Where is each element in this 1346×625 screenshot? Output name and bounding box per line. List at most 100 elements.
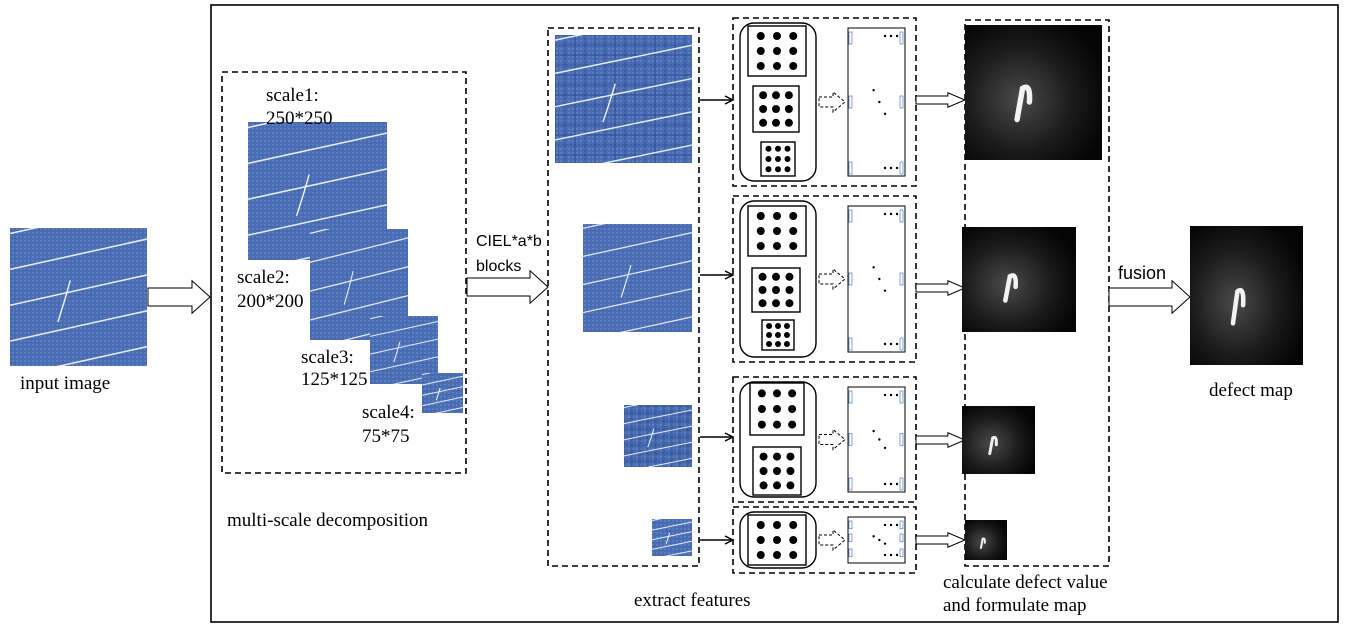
dot — [772, 91, 780, 99]
matrix-dot — [872, 89, 874, 91]
solar-image — [624, 405, 692, 467]
decomposition-label: multi-scale decomposition — [227, 510, 429, 531]
dot — [759, 299, 767, 307]
matrix-dot — [884, 35, 886, 37]
matrix-dot — [890, 483, 892, 485]
defect-map — [962, 227, 1076, 332]
dot — [766, 332, 772, 338]
matrix-dot — [884, 447, 886, 449]
scale-name: scale4: — [362, 402, 415, 423]
dot — [757, 521, 765, 529]
dot — [759, 105, 767, 113]
matrix-dot — [896, 394, 898, 396]
dot — [788, 421, 796, 429]
dot — [757, 551, 765, 559]
matrix-dot — [872, 266, 874, 268]
dot — [775, 341, 781, 347]
dot — [785, 166, 791, 172]
busbar — [555, 178, 692, 206]
dot — [785, 286, 793, 294]
dot — [772, 299, 780, 307]
matrix-dot — [896, 554, 898, 556]
dot — [773, 405, 781, 413]
dot — [789, 551, 797, 559]
dot — [775, 156, 781, 162]
dot — [775, 146, 781, 152]
color-space-label: blocks — [476, 258, 521, 275]
dot — [773, 467, 781, 475]
dot — [757, 536, 765, 544]
dot — [757, 47, 765, 55]
dot — [789, 62, 797, 70]
hollow-arrow — [916, 433, 965, 447]
matrix-dot — [878, 101, 880, 103]
dot — [785, 91, 793, 99]
matrix-dot — [884, 113, 886, 115]
dot — [784, 323, 790, 329]
dot — [785, 146, 791, 152]
matrix-dot — [884, 343, 886, 345]
dot — [773, 47, 781, 55]
dot — [773, 453, 781, 461]
defect-map — [965, 25, 1102, 160]
dot — [784, 332, 790, 338]
dot — [785, 299, 793, 307]
dot — [785, 156, 791, 162]
image-group — [422, 366, 463, 427]
scale-size: 125*125 — [301, 369, 368, 390]
dot — [789, 47, 797, 55]
image-group — [962, 406, 1035, 474]
matrix-dot — [884, 554, 886, 556]
image-group — [583, 205, 692, 369]
solar-image — [422, 373, 463, 413]
dot — [784, 341, 790, 347]
matrix-dot — [878, 539, 880, 541]
image-group — [1190, 226, 1303, 365]
feature-matrix — [848, 387, 905, 492]
scale-name: scale1: — [266, 85, 319, 106]
dot — [759, 91, 767, 99]
matrix-dot — [872, 535, 874, 537]
dot — [773, 551, 781, 559]
matrix-dot — [890, 35, 892, 37]
scale-name: scale3: — [301, 347, 354, 368]
solar-image — [583, 224, 692, 332]
matrix-dot — [884, 289, 886, 291]
dot — [757, 242, 765, 250]
matrix-dot — [890, 554, 892, 556]
matrix-dot — [884, 394, 886, 396]
dot — [772, 119, 780, 127]
scale-size: 250*250 — [266, 108, 333, 129]
hollow-arrow — [916, 93, 965, 107]
dot — [786, 481, 794, 489]
busbar — [652, 560, 692, 568]
matrix-dot — [890, 343, 892, 345]
dot — [773, 521, 781, 529]
matrix-dot — [884, 542, 886, 544]
extract-label: extract features — [634, 590, 751, 611]
dot — [765, 166, 771, 172]
hollow-arrow — [916, 281, 965, 295]
dot — [766, 323, 772, 329]
busbar — [583, 345, 692, 369]
pipeline-diagram: input image scale1: 250*250 scale2: 200*… — [0, 0, 1346, 625]
fusion-label: fusion — [1118, 263, 1166, 283]
dot — [786, 467, 794, 475]
dot — [757, 62, 765, 70]
matrix-dot — [896, 35, 898, 37]
matrix-dot — [890, 167, 892, 169]
defect-map — [962, 406, 1035, 474]
dot — [773, 536, 781, 544]
image-group — [624, 394, 692, 488]
dot — [775, 323, 781, 329]
scale-size: 75*75 — [362, 426, 410, 447]
dot — [785, 273, 793, 281]
dot — [773, 32, 781, 40]
dot — [773, 481, 781, 489]
image-group — [965, 520, 1007, 560]
dot — [773, 421, 781, 429]
dot — [788, 389, 796, 397]
dot — [757, 212, 765, 220]
dot — [773, 62, 781, 70]
dot — [772, 286, 780, 294]
